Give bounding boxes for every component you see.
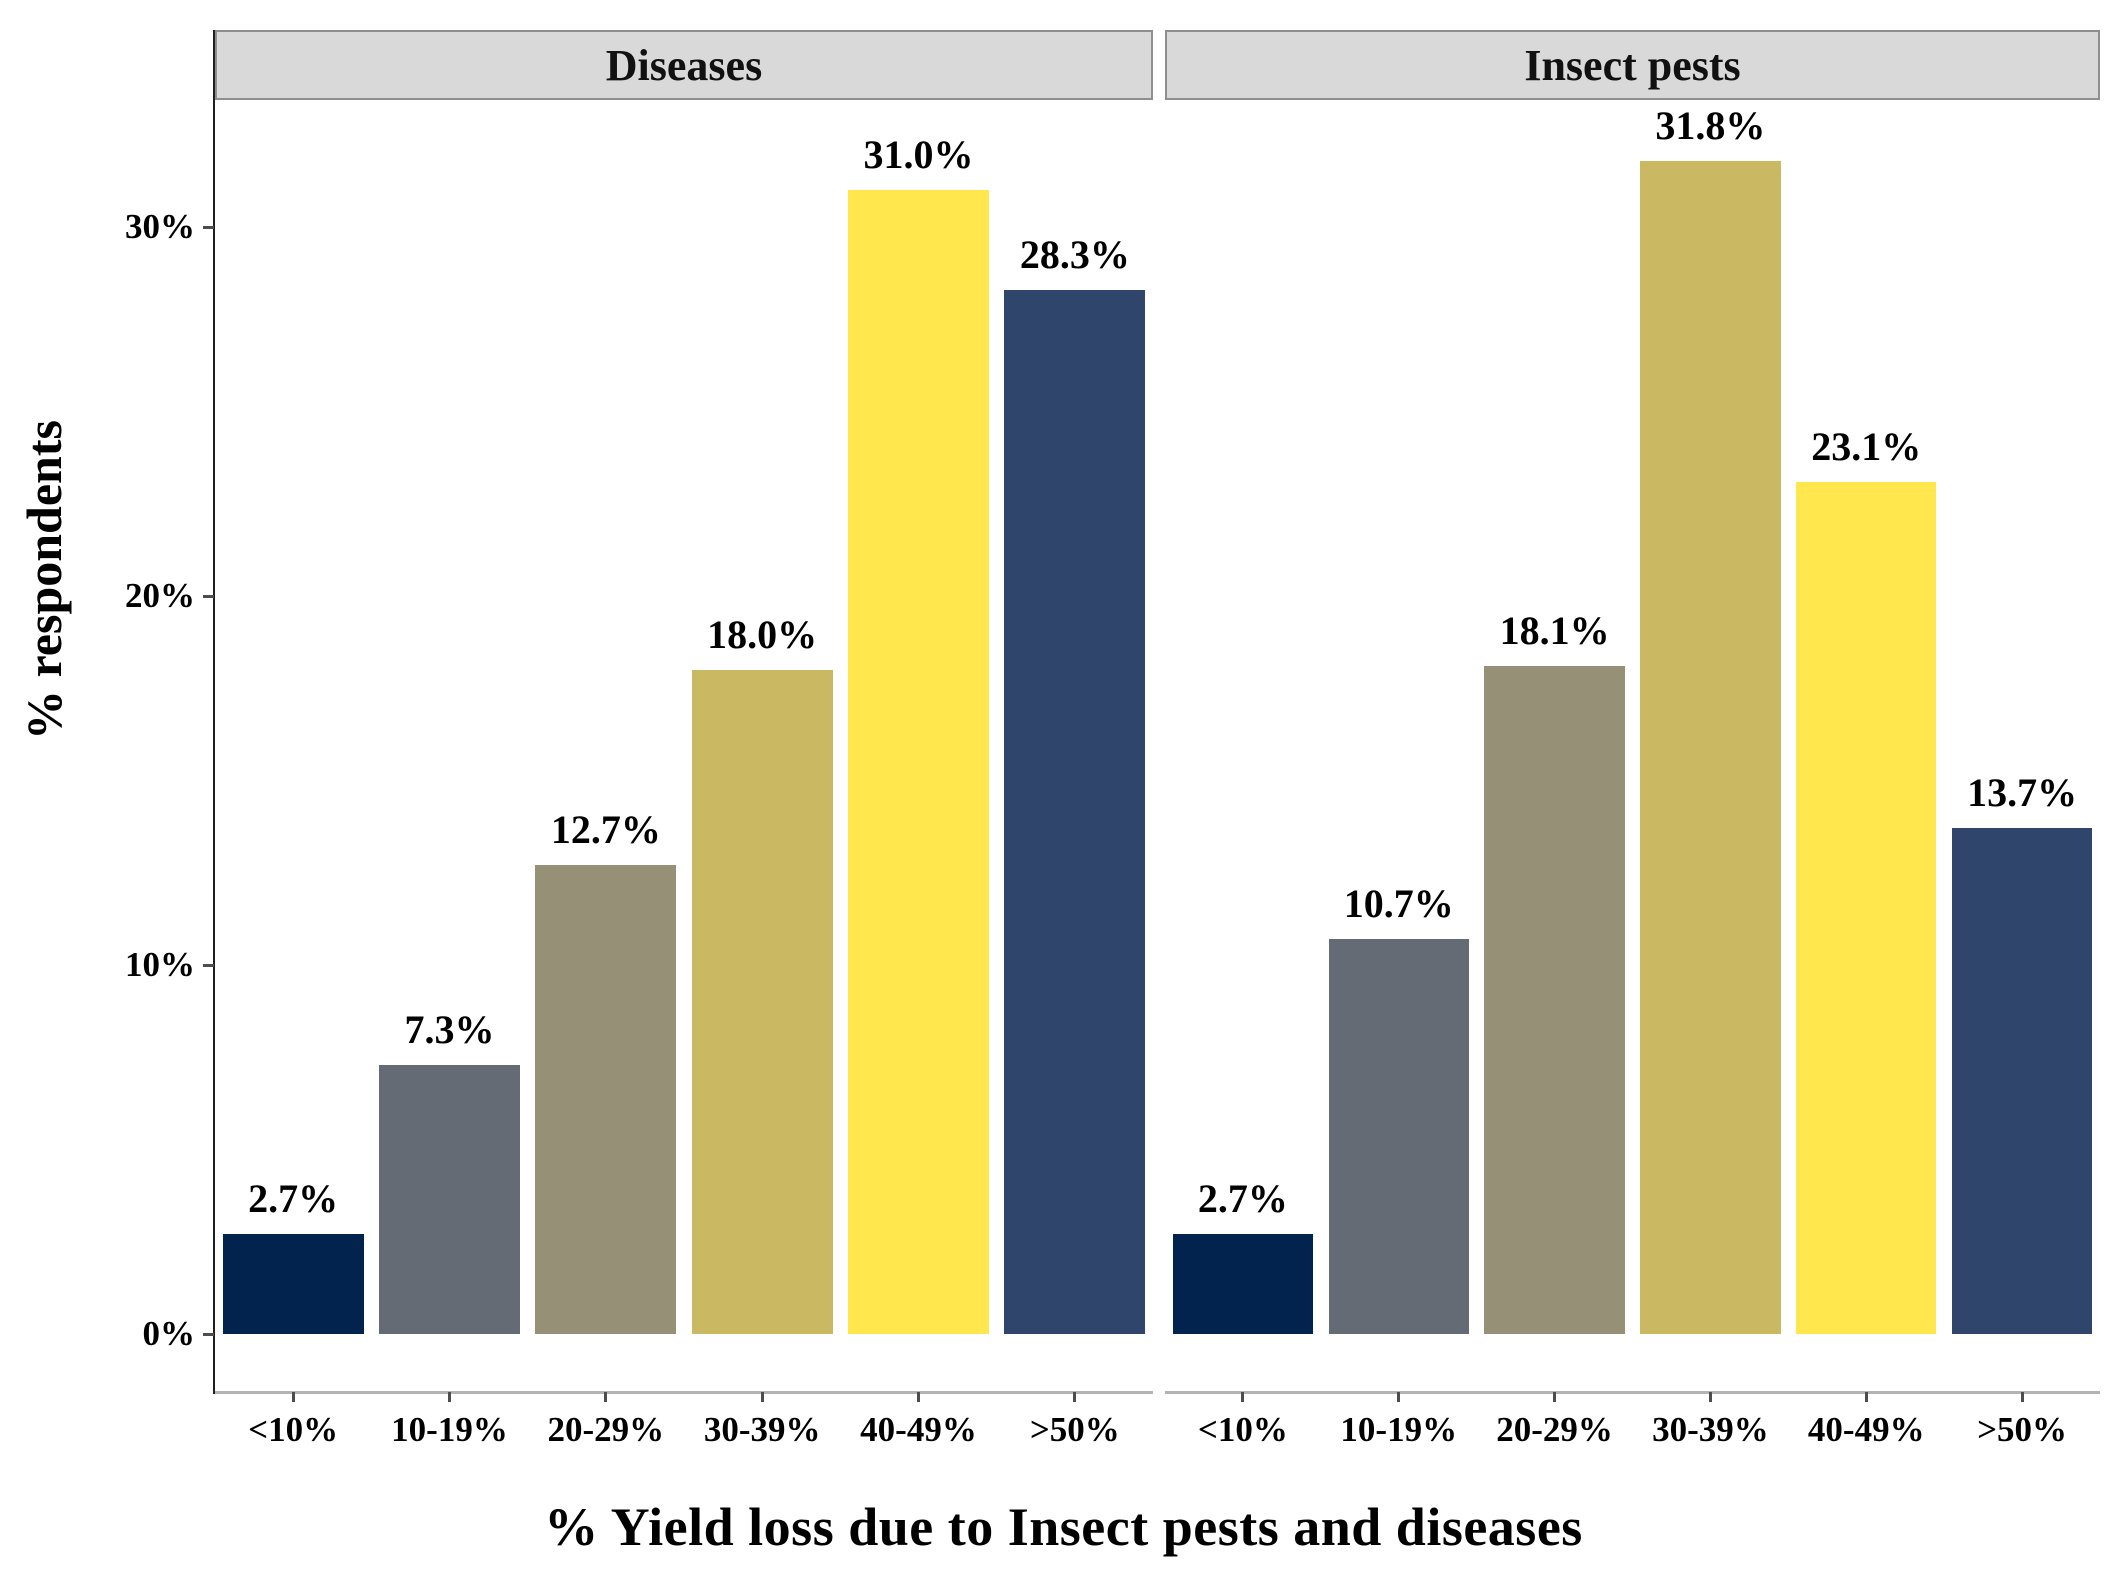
x-tick-mark: [1241, 1392, 1245, 1402]
x-tick-label: <10%: [1197, 1410, 1288, 1449]
x-tick-mark: [917, 1392, 920, 1402]
bar: [1951, 828, 2093, 1334]
plot-area: 2.7% 7.3% 12.7% 18.0% 31.0% 28.3%: [215, 100, 1153, 1391]
x-tick-label: 40-49%: [1807, 1410, 1925, 1449]
x-tick-mark: [1708, 1392, 1712, 1402]
bar: [1172, 1234, 1314, 1334]
facet-strip: Diseases: [215, 30, 1153, 100]
bar: [1328, 939, 1469, 1334]
bar: [222, 1234, 364, 1334]
x-tick-label: 30-39%: [703, 1410, 821, 1449]
bar-value-label: 23.1%: [1811, 423, 1922, 469]
y-tick-label: 10%: [125, 945, 195, 984]
y-tick-mark: [203, 1332, 214, 1336]
x-tick-mark: [1553, 1392, 1557, 1402]
x-tick-label: 40-49%: [860, 1410, 977, 1449]
bar: [1004, 289, 1146, 1334]
bar: [1640, 160, 1781, 1334]
bar-value-label: 31.0%: [863, 132, 974, 178]
plot-area: 2.7% 10.7% 18.1% 31.8% 23.1% 13.7%: [1165, 100, 2100, 1391]
x-axis-title: % Yield loss due to Insect pests and dis…: [544, 1497, 1583, 1557]
x-tick-mark: [1073, 1392, 1077, 1402]
bar-value-label: 10.7%: [1343, 881, 1454, 927]
facet-strip-label: Insect pests: [1524, 40, 1741, 90]
x-tick-mark: [1397, 1392, 1401, 1402]
x-tick-label: 20-29%: [547, 1410, 665, 1449]
facet-strip-label: Diseases: [605, 40, 763, 90]
x-tick-mark: [291, 1392, 295, 1402]
y-axis-line: [213, 30, 216, 1394]
bar-value-label: 7.3%: [404, 1006, 495, 1052]
bar: [691, 669, 833, 1334]
x-tick-label: 30-39%: [1652, 1410, 1769, 1449]
y-axis-title: % respondents: [16, 420, 72, 740]
y-tick-mark: [203, 225, 214, 229]
y-tick-label: 20%: [125, 576, 195, 615]
x-tick-label: 10-19%: [391, 1410, 508, 1449]
x-tick-label: 10-19%: [1340, 1410, 1458, 1449]
bar-value-label: 18.1%: [1499, 608, 1610, 654]
x-tick-label: >50%: [1977, 1410, 2068, 1449]
bar-value-label: 2.7%: [248, 1176, 339, 1222]
x-tick-mark: [604, 1392, 608, 1402]
bar-value-label: 28.3%: [1019, 231, 1130, 277]
x-axis-line: [1165, 1391, 2100, 1394]
y-tick-label: 0%: [142, 1314, 196, 1353]
x-tick-label: <10%: [248, 1410, 339, 1449]
x-tick-label: >50%: [1029, 1410, 1120, 1449]
x-tick-mark: [1864, 1392, 1868, 1402]
x-tick-mark: [760, 1392, 764, 1402]
bar-value-label: 12.7%: [550, 807, 661, 853]
bar-value-label: 13.7%: [1967, 770, 2078, 816]
x-tick-mark: [448, 1392, 451, 1402]
x-tick-mark: [2020, 1392, 2024, 1402]
x-tick-label: 20-29%: [1496, 1410, 1613, 1449]
bar: [1796, 481, 1937, 1334]
bar: [535, 865, 677, 1334]
bar: [1484, 666, 1625, 1334]
bar: [379, 1064, 520, 1334]
bar-value-label: 31.8%: [1655, 102, 1766, 148]
facet-strip: Insect pests: [1165, 30, 2100, 100]
bar-value-label: 18.0%: [707, 611, 818, 657]
bar-value-label: 2.7%: [1197, 1176, 1288, 1222]
bar: [848, 190, 989, 1334]
x-axis-line: [215, 1391, 1153, 1394]
y-tick-mark: [203, 963, 214, 967]
y-tick-label: 30%: [125, 207, 195, 246]
y-tick-mark: [203, 594, 214, 598]
